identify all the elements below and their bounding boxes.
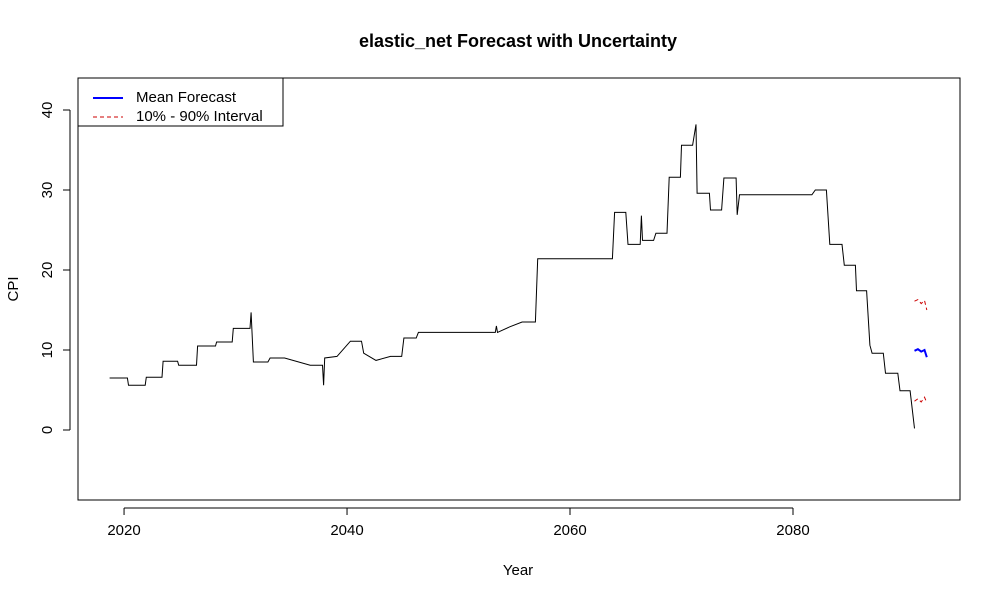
y-tick-label: 20 (39, 262, 56, 279)
upper-interval-line (914, 298, 928, 311)
y-tick-label: 0 (39, 426, 56, 434)
legend-box (77, 77, 284, 127)
x-axis-title: Year (503, 562, 533, 579)
x-tick-label: 2040 (330, 522, 363, 539)
y-tick-label: 30 (39, 182, 56, 199)
x-tick-label: 2080 (776, 522, 809, 539)
y-axis-title: CPI (5, 276, 22, 301)
lower-interval-line (914, 396, 928, 403)
y-tick-label: 10 (39, 342, 56, 359)
mean-forecast-line (914, 348, 928, 358)
history-line (109, 124, 915, 429)
x-tick-label: 2020 (107, 522, 140, 539)
legend-label: 10% - 90% Interval (136, 108, 263, 125)
x-tick-label: 2060 (553, 522, 586, 539)
chart-title: elastic_net Forecast with Uncertainty (359, 31, 677, 51)
legend-label: Mean Forecast (136, 89, 237, 106)
plot-frame (77, 77, 961, 501)
y-tick-label: 40 (39, 102, 56, 119)
